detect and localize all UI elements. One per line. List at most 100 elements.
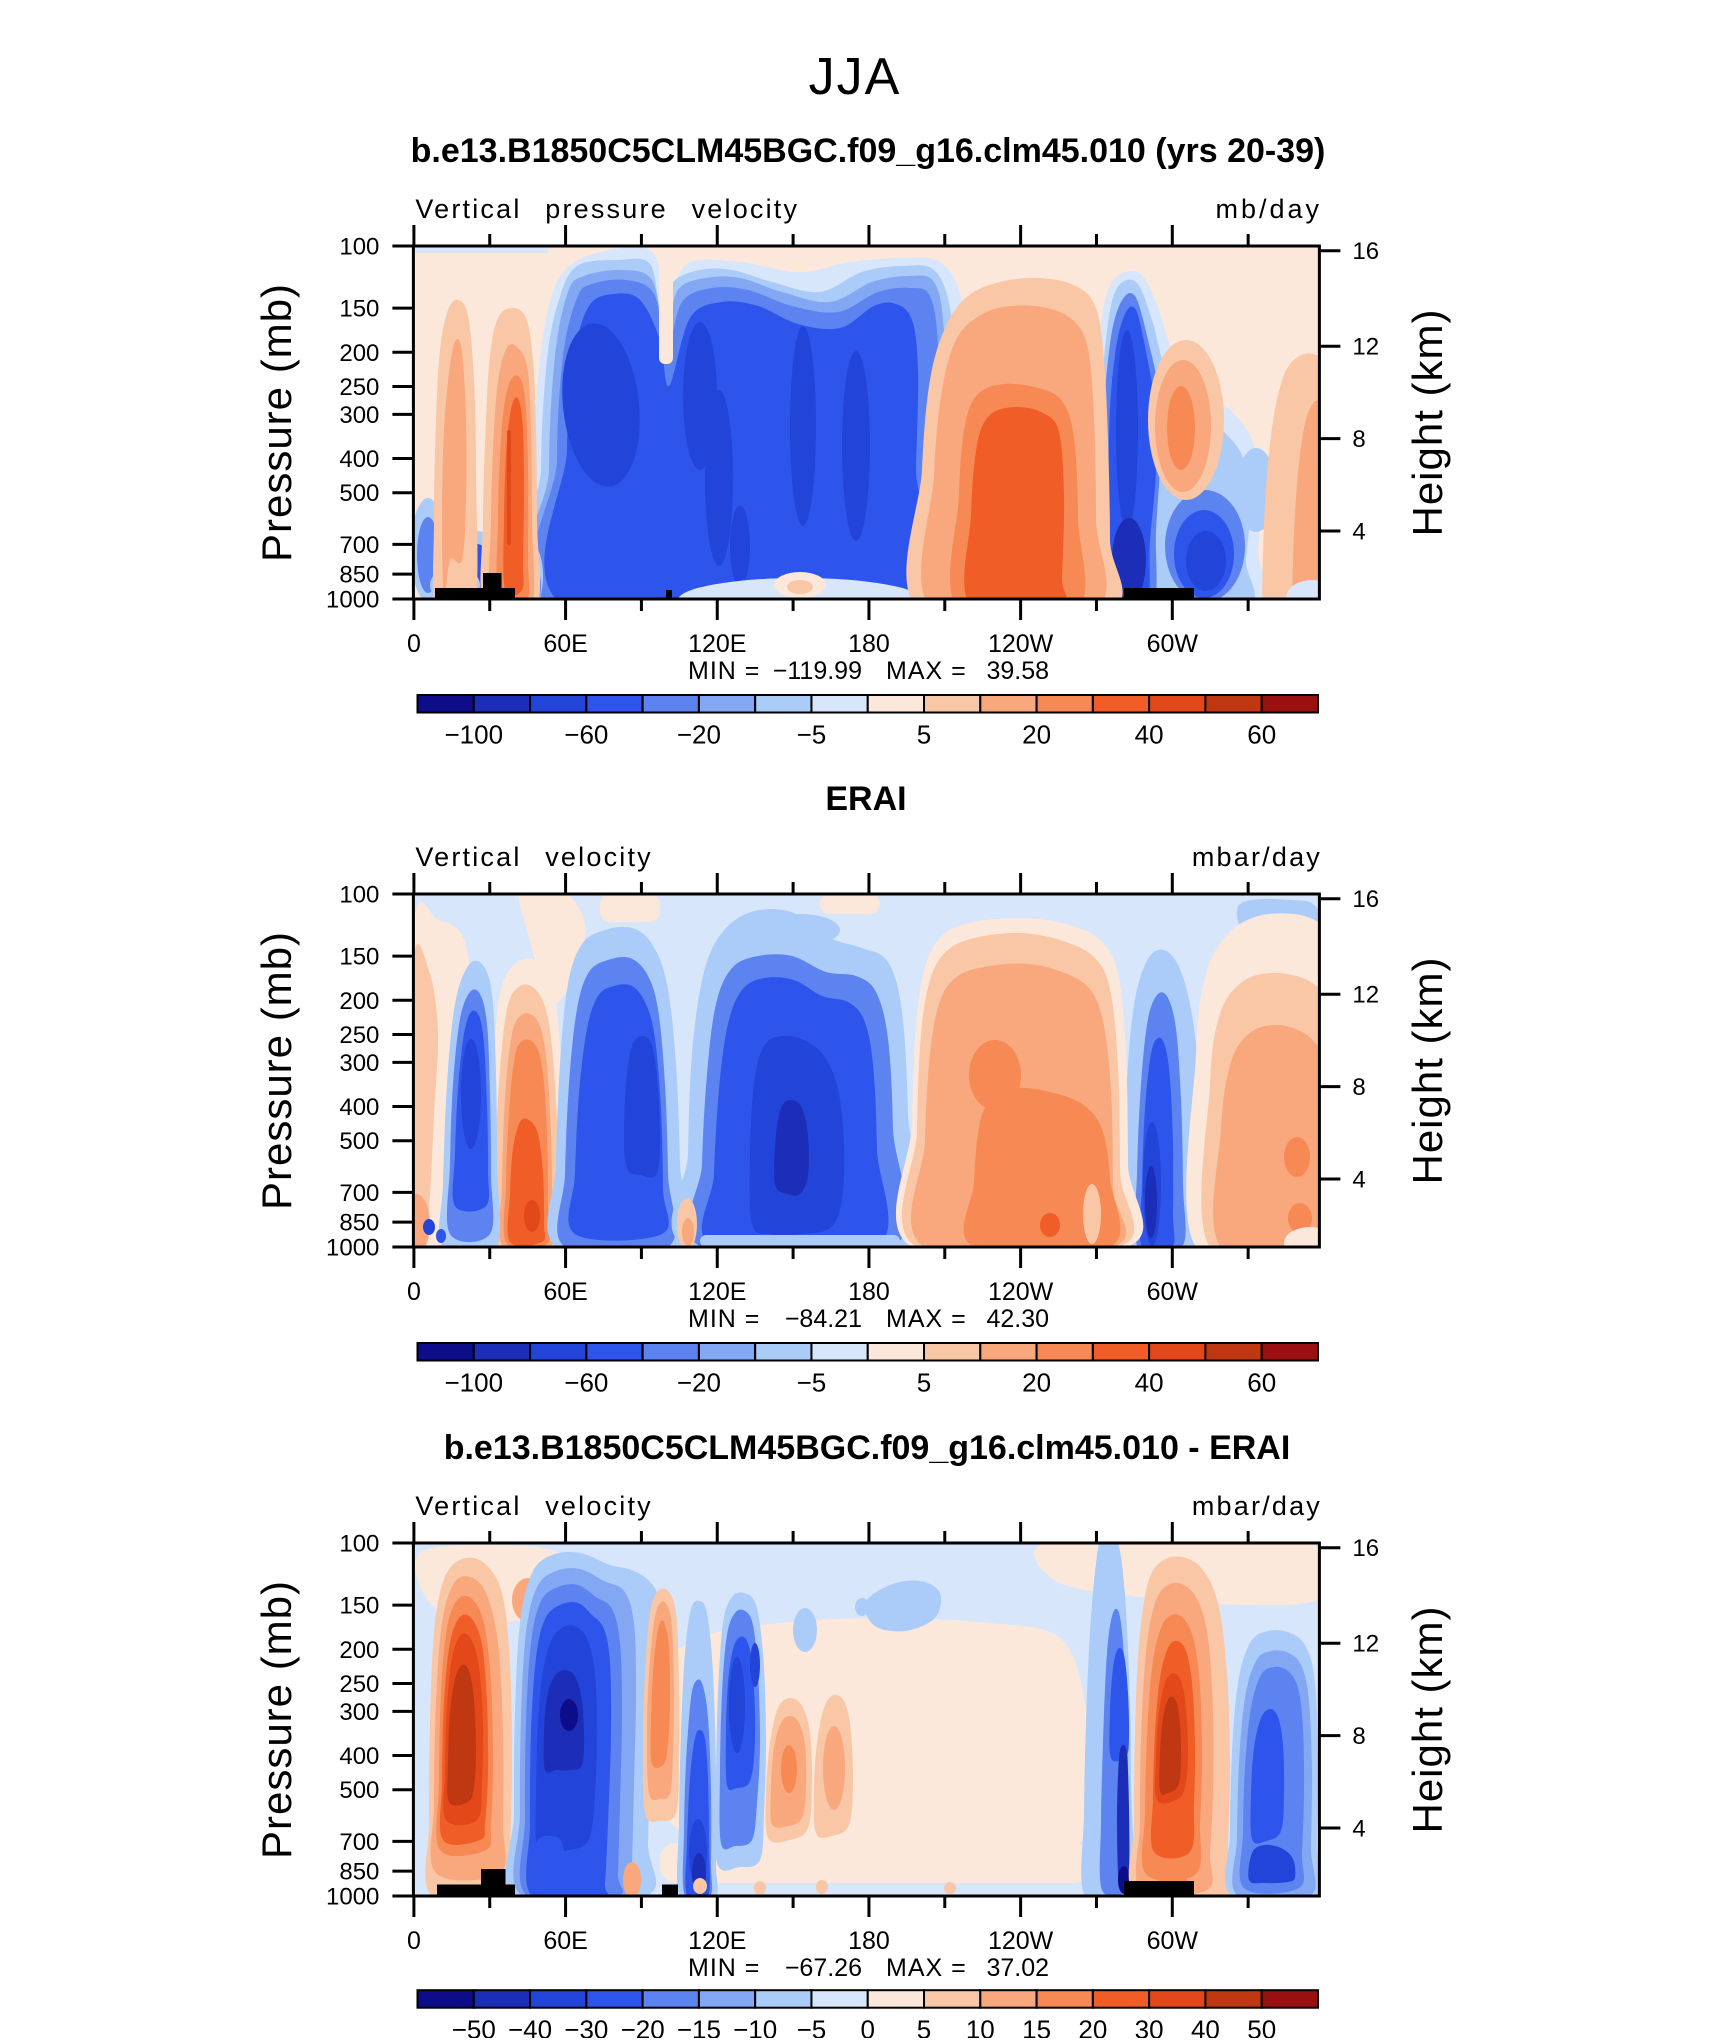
svg-text:60: 60 <box>1247 720 1276 750</box>
svg-text:120W: 120W <box>988 630 1054 658</box>
svg-text:0: 0 <box>861 2015 875 2038</box>
svg-text:700: 700 <box>339 532 379 559</box>
svg-text:60W: 60W <box>1147 630 1199 658</box>
svg-text:Vertical velocity: Vertical velocity <box>415 1491 652 1521</box>
svg-text:1000: 1000 <box>326 1884 379 1911</box>
svg-text:8: 8 <box>1352 426 1365 453</box>
svg-text:−60: −60 <box>564 1368 608 1398</box>
svg-text:40: 40 <box>1135 1368 1164 1398</box>
svg-text:MAX =: MAX = <box>886 657 967 685</box>
svg-text:300: 300 <box>339 402 379 429</box>
svg-text:150: 150 <box>339 1593 379 1620</box>
svg-text:Vertical pressure velocity: Vertical pressure velocity <box>415 194 799 224</box>
svg-text:300: 300 <box>339 1699 379 1726</box>
svg-text:12: 12 <box>1352 982 1379 1009</box>
svg-text:5: 5 <box>917 2015 931 2038</box>
svg-text:700: 700 <box>339 1180 379 1207</box>
svg-text:−84.21: −84.21 <box>785 1305 862 1333</box>
svg-text:MAX =: MAX = <box>886 1305 967 1333</box>
svg-text:−20: −20 <box>621 2015 665 2038</box>
svg-text:100: 100 <box>339 882 379 909</box>
svg-text:8: 8 <box>1352 1074 1365 1101</box>
svg-text:16: 16 <box>1352 238 1379 265</box>
svg-text:Pressure (mb): Pressure (mb) <box>253 931 300 1210</box>
svg-text:250: 250 <box>339 1022 379 1049</box>
svg-text:−100: −100 <box>444 720 503 750</box>
svg-text:MIN =: MIN = <box>688 1954 760 1982</box>
svg-text:500: 500 <box>339 480 379 507</box>
svg-text:−30: −30 <box>564 2015 608 2038</box>
svg-text:300: 300 <box>339 1050 379 1077</box>
svg-text:50: 50 <box>1247 2015 1276 2038</box>
svg-text:100: 100 <box>339 1531 379 1558</box>
svg-text:42.30: 42.30 <box>986 1305 1049 1333</box>
svg-text:Height (km): Height (km) <box>1404 956 1451 1184</box>
svg-text:4: 4 <box>1352 1816 1365 1843</box>
svg-text:−10: −10 <box>733 2015 777 2038</box>
svg-text:−119.99: −119.99 <box>773 657 862 685</box>
svg-text:60E: 60E <box>543 1927 587 1955</box>
svg-text:0: 0 <box>407 1927 421 1955</box>
svg-text:−5: −5 <box>797 720 827 750</box>
svg-text:100: 100 <box>339 234 379 261</box>
svg-text:500: 500 <box>339 1777 379 1804</box>
svg-text:MIN =: MIN = <box>688 657 760 685</box>
svg-text:5: 5 <box>917 1368 931 1398</box>
svg-text:0: 0 <box>407 630 421 658</box>
svg-text:250: 250 <box>339 374 379 401</box>
svg-text:12: 12 <box>1352 334 1379 361</box>
svg-text:60E: 60E <box>543 630 587 658</box>
svg-text:120E: 120E <box>688 1278 746 1306</box>
svg-text:Pressure (mb): Pressure (mb) <box>253 1580 300 1859</box>
svg-text:ERAI: ERAI <box>825 780 906 818</box>
svg-text:20: 20 <box>1078 2015 1107 2038</box>
svg-text:700: 700 <box>339 1829 379 1856</box>
svg-text:250: 250 <box>339 1671 379 1698</box>
svg-text:Height (km): Height (km) <box>1404 308 1451 536</box>
svg-text:60: 60 <box>1247 1368 1276 1398</box>
svg-text:850: 850 <box>339 562 379 589</box>
svg-text:20: 20 <box>1022 720 1051 750</box>
svg-text:60W: 60W <box>1147 1927 1199 1955</box>
svg-text:−15: −15 <box>677 2015 721 2038</box>
svg-text:500: 500 <box>339 1128 379 1155</box>
svg-text:−50: −50 <box>452 2015 496 2038</box>
svg-text:120E: 120E <box>688 630 746 658</box>
svg-text:120W: 120W <box>988 1927 1054 1955</box>
svg-text:−5: −5 <box>797 2015 827 2038</box>
svg-text:120W: 120W <box>988 1278 1054 1306</box>
svg-text:200: 200 <box>339 340 379 367</box>
svg-text:−100: −100 <box>444 1368 503 1398</box>
svg-text:1000: 1000 <box>326 587 379 614</box>
svg-text:JJA: JJA <box>809 48 902 106</box>
svg-text:−60: −60 <box>564 720 608 750</box>
svg-text:150: 150 <box>339 944 379 971</box>
svg-text:39.58: 39.58 <box>986 657 1049 685</box>
svg-text:mbar/day: mbar/day <box>1192 842 1322 872</box>
svg-text:40: 40 <box>1191 2015 1220 2038</box>
svg-text:400: 400 <box>339 1094 379 1121</box>
svg-text:16: 16 <box>1352 886 1379 913</box>
svg-text:37.02: 37.02 <box>986 1954 1049 1982</box>
svg-text:−5: −5 <box>797 1368 827 1398</box>
svg-text:30: 30 <box>1135 2015 1164 2038</box>
svg-text:400: 400 <box>339 446 379 473</box>
svg-text:15: 15 <box>1022 2015 1051 2038</box>
svg-text:4: 4 <box>1352 1167 1365 1194</box>
svg-text:5: 5 <box>917 720 931 750</box>
svg-text:8: 8 <box>1352 1723 1365 1750</box>
svg-text:200: 200 <box>339 988 379 1015</box>
svg-text:40: 40 <box>1135 720 1164 750</box>
svg-text:16: 16 <box>1352 1535 1379 1562</box>
svg-text:120E: 120E <box>688 1927 746 1955</box>
svg-text:b.e13.B1850C5CLM45BGC.f09_g16.: b.e13.B1850C5CLM45BGC.f09_g16.clm45.010 … <box>411 132 1326 170</box>
svg-text:1000: 1000 <box>326 1235 379 1262</box>
svg-text:−40: −40 <box>508 2015 552 2038</box>
svg-text:180: 180 <box>848 1927 890 1955</box>
svg-text:400: 400 <box>339 1743 379 1770</box>
svg-text:180: 180 <box>848 1278 890 1306</box>
svg-text:MAX =: MAX = <box>886 1954 967 1982</box>
svg-text:150: 150 <box>339 296 379 323</box>
svg-text:20: 20 <box>1022 1368 1051 1398</box>
svg-text:200: 200 <box>339 1637 379 1664</box>
